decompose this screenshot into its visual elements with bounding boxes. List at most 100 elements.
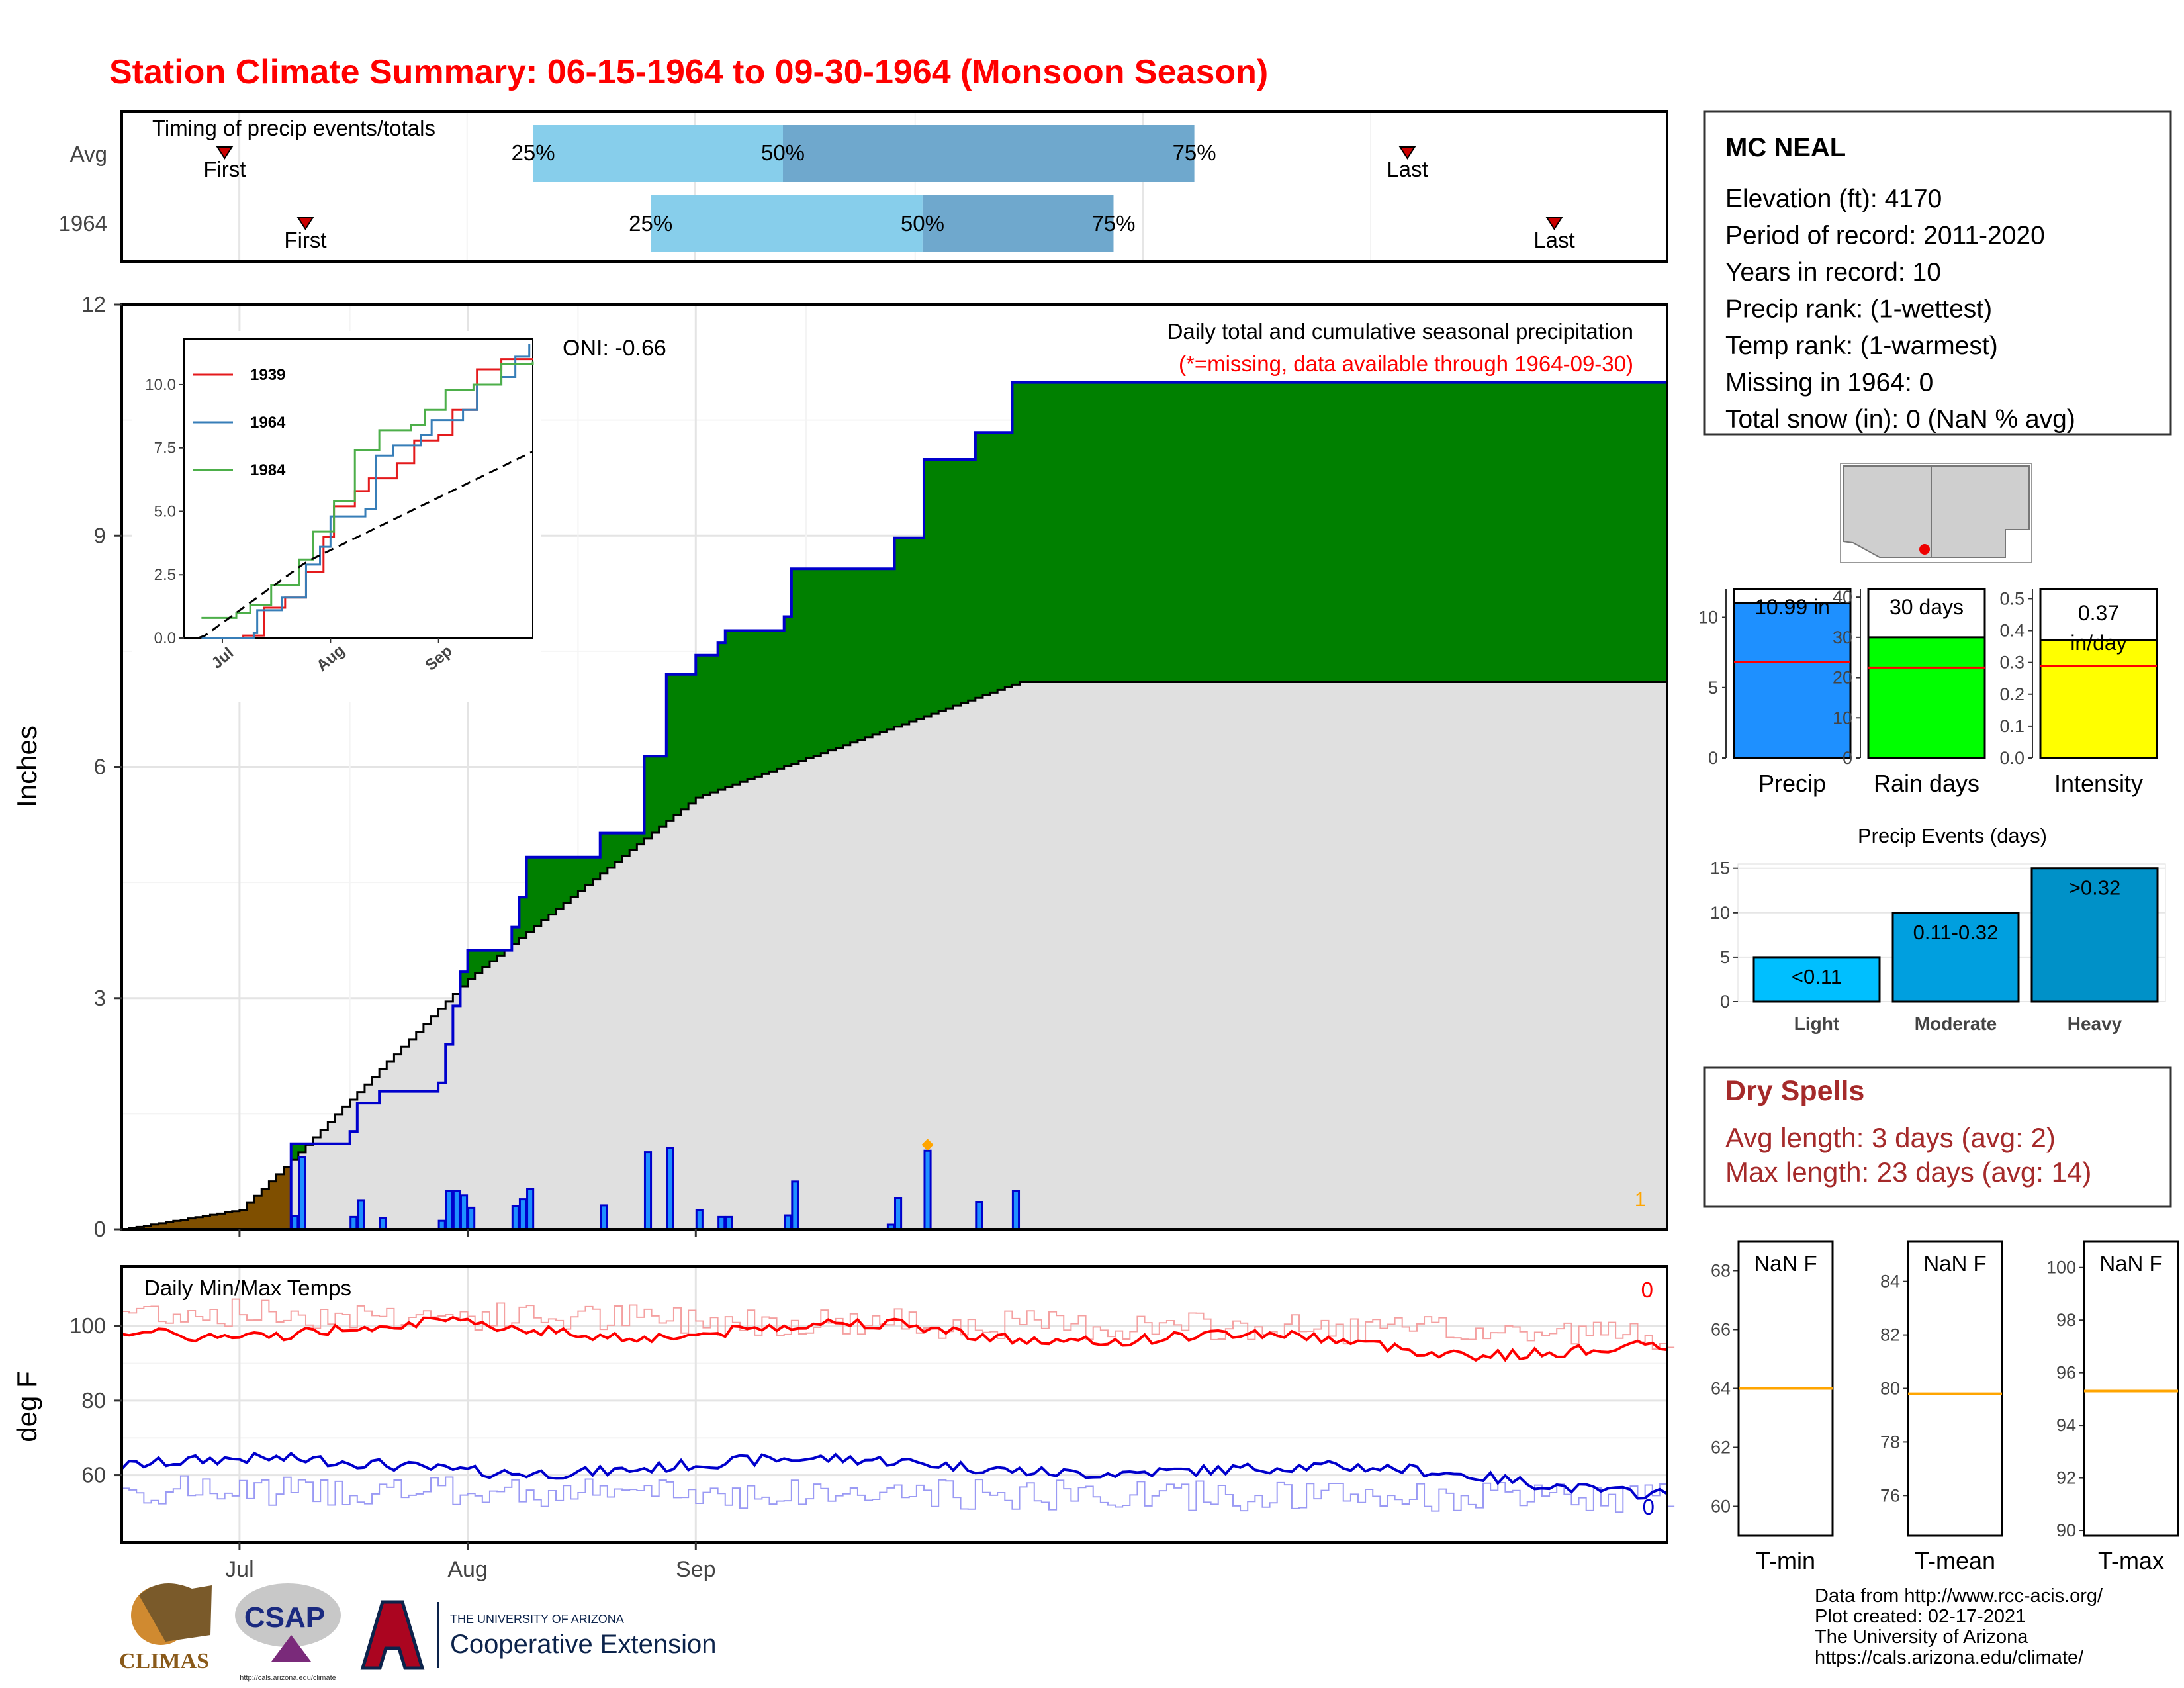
events-category-1: Moderate (1915, 1013, 1997, 1034)
intensity-tick-2: 0.2 (1999, 684, 2025, 704)
tmin-tick-3: 66 (1711, 1320, 1731, 1340)
intensity-tick-1: 0.1 (1999, 716, 2025, 736)
timing-label: Timing of precip events/totals (152, 116, 435, 140)
daily-precip-bar-0 (291, 1215, 299, 1231)
station-name: MC NEAL (1725, 133, 1846, 162)
events-bar-label-0: <0.11 (1792, 965, 1842, 988)
cumulative-avg-line (122, 680, 1667, 1231)
csap-logo: CSAP http://cals.arizona.edu/climate (235, 1583, 341, 1682)
daily-precip-bar-25 (1011, 1190, 1021, 1231)
events-bar-label-1: 0.11-0.32 (1913, 921, 1999, 944)
temp-ytick-1: 80 (81, 1388, 106, 1413)
min-temp-missing-count: 0 (1643, 1495, 1655, 1519)
precip-tick-1: 5 (1708, 678, 1718, 698)
raindays-tick-4: 40 (1833, 587, 1852, 607)
max-temp-missing-count: 0 (1641, 1278, 1653, 1302)
tmax-box: 90 92 94 96 98 100 NaN F T-max (2046, 1240, 2179, 1574)
page-title: Station Climate Summary: 06-15-1964 to 0… (109, 53, 1268, 91)
tmean-tick-4: 84 (1880, 1272, 1900, 1291)
missing-count: 1 (1635, 1188, 1646, 1211)
temp-chart-label: Daily Min/Max Temps (144, 1276, 351, 1300)
main-ytick-4: 12 (81, 292, 106, 316)
raindays-tick-2: 20 (1833, 668, 1852, 688)
raindays-tick-3: 30 (1833, 628, 1852, 647)
dry-spells-max: Max length: 23 days (avg: 14) (1725, 1156, 2091, 1188)
main-caption-missing: (*=missing, data available through 1964-… (1179, 352, 1633, 376)
footer-line-1: Data from http://www.rcc-acis.org/ (1815, 1585, 2103, 1607)
events-ytick-2: 10 (1710, 903, 1730, 923)
tmin-tick-4: 68 (1711, 1261, 1731, 1281)
events-ytick-0: 0 (1720, 992, 1730, 1011)
raindays-value-bar (1867, 636, 1986, 759)
inset-ytick-0: 0.0 (154, 630, 176, 647)
daily-precip-bar-13 (600, 1204, 608, 1231)
inset-legend-label-1964: 1964 (250, 414, 286, 432)
tmax-label: T-max (2098, 1547, 2164, 1574)
timing-avg-first-label: First (203, 157, 246, 181)
intensity-unit-label: in/day (2070, 631, 2126, 655)
temp-xtick-1: Aug (447, 1557, 488, 1582)
events-ytick-3: 15 (1710, 859, 1730, 878)
tmin-label: T-min (1756, 1547, 1815, 1574)
min-temp-line (120, 1451, 1668, 1500)
intensity-tick-0: 0.0 (1999, 748, 2025, 768)
timing-1964-last-marker (1545, 217, 1563, 230)
precip-label: Precip (1758, 770, 1826, 797)
temperature-boxes: 60 62 64 66 68 NaN F T-min 76 78 80 82 84 NaN F T-mea… (1711, 1240, 2179, 1574)
csap-logo-url: http://cals.arizona.edu/climate (240, 1674, 336, 1682)
daily-precip-bar-4 (379, 1217, 387, 1231)
daily-precip-bar-3 (357, 1199, 365, 1231)
raindays-bar-chart: 0 10 20 30 40 30 days Rain days (1833, 587, 1986, 797)
daily-precip-bar-9 (467, 1206, 476, 1231)
events-bar-2 (2030, 867, 2159, 1003)
tmax-frame (2083, 1240, 2179, 1537)
tmax-tick-0: 90 (2056, 1521, 2076, 1540)
timing-1964-first-marker (296, 217, 314, 230)
oni-label: ONI: -0.66 (563, 336, 666, 361)
daily-precip-bar-24 (975, 1201, 983, 1231)
tmin-tick-0: 60 (1711, 1497, 1731, 1517)
tmax-value: NaN F (2099, 1251, 2162, 1276)
climas-logo: CLIMAS (119, 1583, 212, 1673)
inset-line-1984 (201, 361, 534, 619)
daily-precip-bar-18 (725, 1215, 733, 1231)
max-temp-avg-line (122, 1298, 1675, 1350)
tmax-tick-3: 96 (2056, 1363, 2076, 1383)
raindays-tick-0: 0 (1843, 748, 1852, 768)
pre-season-avg-area (122, 1160, 298, 1229)
temp-ytick-2: 100 (69, 1313, 106, 1338)
precip-tick-0: 0 (1708, 748, 1718, 768)
dry-spells-avg: Avg length: 3 days (avg: 2) (1725, 1122, 2056, 1153)
temperature-chart: 60 80 100 Jul Aug Sep Daily Min/Max Temps 0 0… (11, 1265, 1675, 1582)
station-line-3: Precip rank: (1-wettest) (1725, 295, 1992, 324)
station-location-dot (1919, 544, 1930, 555)
timing-1964-pct-label-2: 75% (1091, 211, 1135, 236)
station-line-0: Elevation (ft): 4170 (1725, 185, 1942, 213)
events-category-0: Light (1794, 1013, 1839, 1034)
tmin-box: 60 62 64 66 68 NaN F T-min (1711, 1240, 1834, 1574)
daily-precip-bar-22 (894, 1197, 903, 1231)
daily-precip-bar-17 (717, 1215, 726, 1231)
tmax-tick-2: 94 (2056, 1415, 2076, 1435)
ua-big-text: Cooperative Extension (450, 1630, 716, 1659)
timing-row-avg-label: Avg (70, 142, 107, 166)
precip-events-chart: Precip Events (days) 0 5 10 15 <0.11 Light 0.1… (1710, 824, 2166, 1034)
daily-precip-bar-8 (459, 1194, 469, 1231)
station-line-4: Temp rank: (1-warmest) (1725, 332, 1998, 360)
daily-precip-bar-19 (784, 1214, 792, 1231)
intensity-bar-chart: 0.0 0.1 0.2 0.3 0.4 0.5 0.37 in/day Intensity (1999, 588, 2158, 797)
footer-line-2: Plot created: 02-17-2021 (1815, 1606, 2026, 1627)
tmean-tick-1: 78 (1880, 1432, 1900, 1452)
timing-1964-q2-bar (922, 195, 1114, 252)
intensity-tick-4: 0.4 (1999, 621, 2025, 641)
main-ylabel: Inches (11, 726, 42, 808)
main-ytick-3: 9 (94, 523, 106, 547)
raindays-label: Rain days (1874, 770, 1979, 797)
intensity-tick-5: 0.5 (1999, 588, 2025, 608)
timing-avg-q2-bar (783, 125, 1195, 182)
timing-1964-q1-bar (651, 195, 923, 252)
daily-precip-bar-1 (298, 1156, 306, 1231)
events-bar-1 (1891, 912, 2020, 1003)
timing-avg-first-marker (216, 146, 234, 160)
footer-line-3: The University of Arizona (1815, 1626, 2028, 1648)
